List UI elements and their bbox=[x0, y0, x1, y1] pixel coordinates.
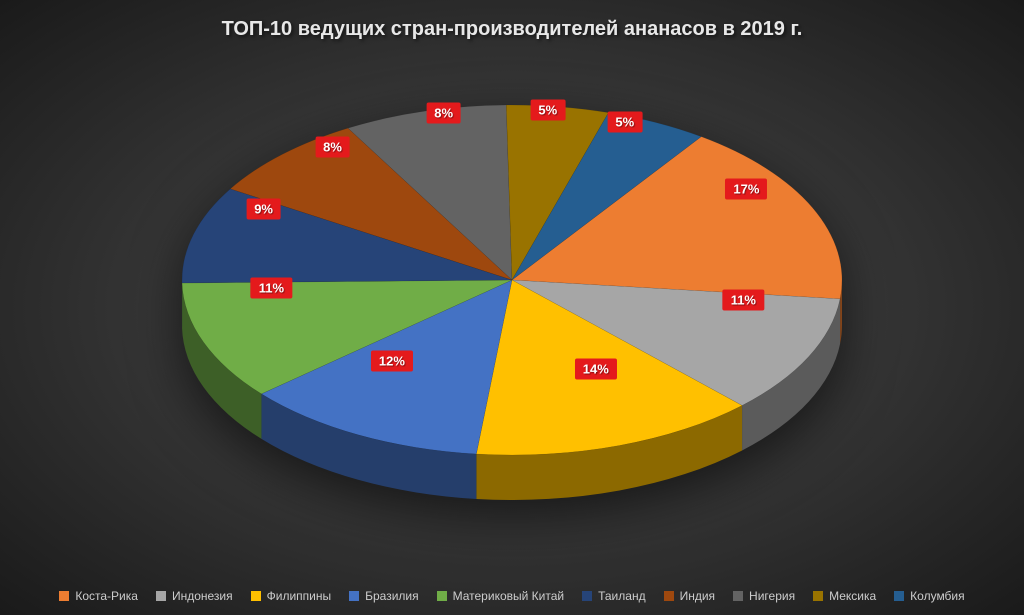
legend-swatch bbox=[894, 591, 904, 601]
slice-label: 9% bbox=[246, 199, 281, 220]
slice-label: 12% bbox=[371, 350, 413, 371]
legend-label: Материковый Китай bbox=[453, 589, 564, 603]
slice-label: 11% bbox=[723, 289, 764, 310]
legend-swatch bbox=[813, 591, 823, 601]
legend-label: Коста-Рика bbox=[75, 589, 138, 603]
slice-label: 5% bbox=[607, 112, 642, 133]
legend-swatch bbox=[59, 591, 69, 601]
legend-item: Нигерия bbox=[733, 589, 795, 603]
legend-item: Индонезия bbox=[156, 589, 233, 603]
legend-item: Мексика bbox=[813, 589, 876, 603]
legend-swatch bbox=[156, 591, 166, 601]
legend-item: Филиппины bbox=[251, 589, 331, 603]
legend-label: Индонезия bbox=[172, 589, 233, 603]
slice-label: 14% bbox=[575, 359, 617, 380]
legend-item: Бразилия bbox=[349, 589, 419, 603]
slice-label: 8% bbox=[315, 137, 350, 158]
legend-label: Бразилия bbox=[365, 589, 419, 603]
legend-label: Таиланд bbox=[598, 589, 645, 603]
legend-item: Материковый Китай bbox=[437, 589, 564, 603]
legend-label: Мексика bbox=[829, 589, 876, 603]
slice-label: 11% bbox=[251, 278, 292, 299]
legend-swatch bbox=[733, 591, 743, 601]
legend-swatch bbox=[437, 591, 447, 601]
legend: Коста-Рика Индонезия Филиппины Бразилия Мате… bbox=[0, 589, 1024, 603]
slice-label: 17% bbox=[725, 178, 767, 199]
slice-label: 8% bbox=[426, 103, 461, 124]
legend-label: Колумбия bbox=[910, 589, 964, 603]
legend-swatch bbox=[349, 591, 359, 601]
chart-title: ТОП-10 ведущих стран-производителей анан… bbox=[0, 18, 1024, 41]
legend-item: Таиланд bbox=[582, 589, 645, 603]
legend-label: Нигерия bbox=[749, 589, 795, 603]
legend-label: Филиппины bbox=[267, 589, 331, 603]
legend-label: Индия bbox=[680, 589, 715, 603]
legend-swatch bbox=[251, 591, 261, 601]
slice-label: 5% bbox=[530, 99, 565, 120]
pie-chart bbox=[112, 65, 912, 545]
legend-item: Колумбия bbox=[894, 589, 964, 603]
legend-item: Индия bbox=[664, 589, 715, 603]
legend-swatch bbox=[582, 591, 592, 601]
legend-swatch bbox=[664, 591, 674, 601]
legend-item: Коста-Рика bbox=[59, 589, 138, 603]
chart-area: 17% 11% 14% 12% 11% 9% 8% 8% 5% 5% bbox=[0, 55, 1024, 555]
